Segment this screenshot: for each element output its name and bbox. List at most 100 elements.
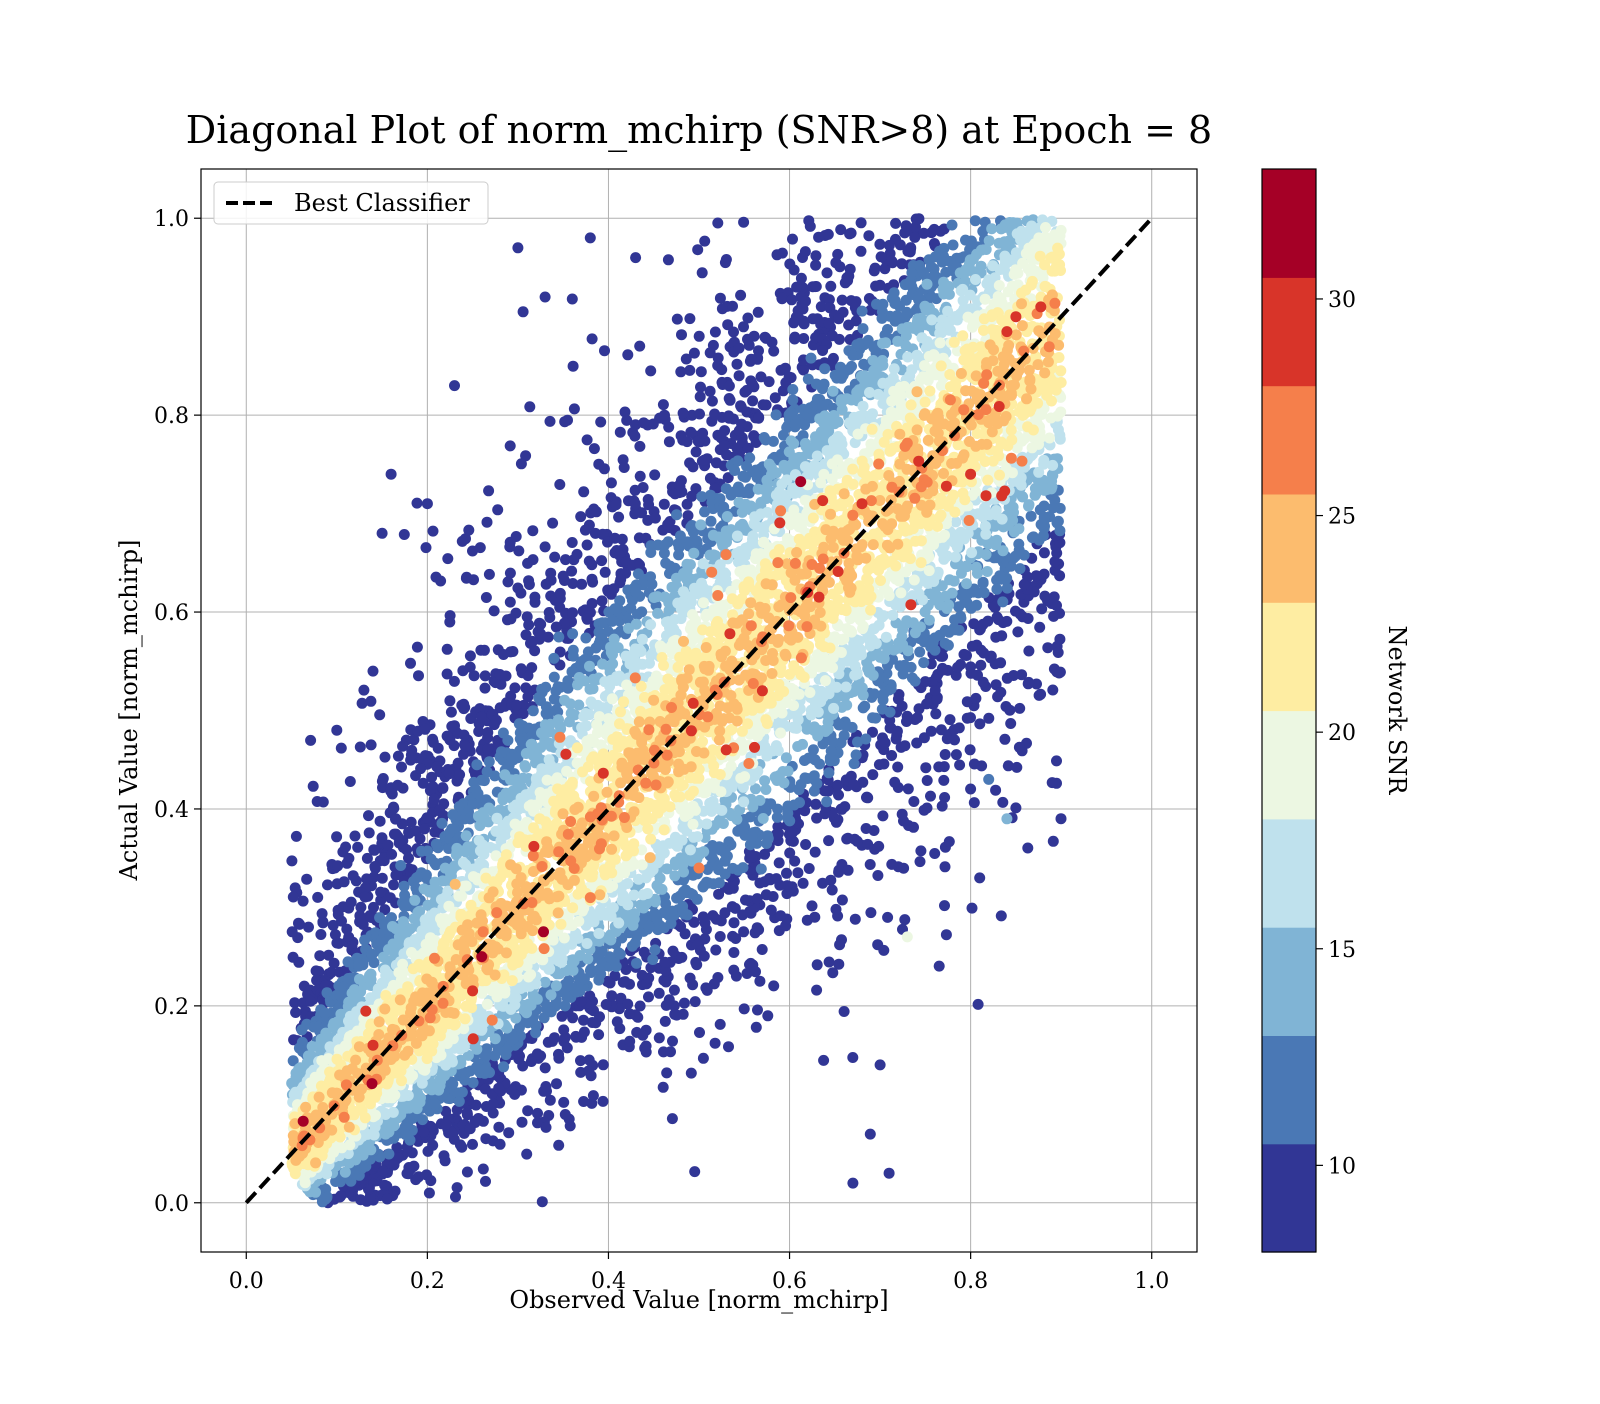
scatter-point: [597, 595, 608, 606]
scatter-point: [771, 409, 782, 420]
scatter-point: [903, 783, 914, 794]
scatter-point: [691, 446, 702, 457]
scatter-point: [857, 777, 868, 788]
scatter-point: [678, 408, 689, 419]
scatter-point: [629, 908, 640, 919]
scatter-point: [835, 224, 846, 235]
scatter-point: [944, 627, 955, 638]
scatter-point: [645, 365, 656, 376]
scatter-point: [671, 1010, 682, 1021]
scatter-point: [970, 693, 981, 704]
scatter-point: [461, 572, 472, 583]
scatter-point: [396, 762, 407, 773]
scatter-point: [318, 797, 329, 808]
scatter-point: [638, 482, 649, 493]
scatter-point: [673, 549, 684, 560]
scatter-point: [362, 853, 373, 864]
scatter-point: [593, 928, 604, 939]
scatter-point: [1056, 813, 1067, 824]
scatter-point: [440, 1155, 451, 1166]
scatter-point: [867, 712, 878, 723]
scatter-point: [467, 1139, 478, 1150]
scatter-point: [762, 1010, 773, 1021]
scatter-point: [982, 566, 993, 577]
scatter-point: [922, 775, 933, 786]
scatter-point: [885, 707, 896, 718]
scatter-point: [504, 541, 515, 552]
scatter-point: [331, 831, 342, 842]
scatter-point: [954, 625, 965, 636]
scatter-point: [961, 561, 972, 572]
scatter-point: [965, 254, 976, 265]
scatter-point: [856, 371, 867, 382]
scatter-point: [388, 879, 399, 890]
scatter-point: [901, 716, 912, 727]
scatter-point: [484, 569, 495, 580]
scatter-point: [675, 366, 686, 377]
scatter-point: [412, 498, 423, 509]
scatter-point: [730, 933, 741, 944]
scatter-point: [403, 1168, 414, 1179]
scatter-point: [701, 819, 712, 830]
scatter-point: [858, 323, 869, 334]
scatter-point: [553, 1049, 564, 1060]
scatter-point: [624, 1036, 635, 1047]
scatter-point: [834, 334, 845, 345]
scatter-point: [305, 996, 316, 1007]
scatter-point: [876, 251, 887, 262]
scatter-point: [810, 847, 821, 858]
scatter-point: [537, 1196, 548, 1207]
scatter-point: [386, 849, 397, 860]
scatter-point: [694, 1027, 705, 1038]
scatter-point: [1004, 705, 1015, 716]
scatter-point: [849, 670, 860, 681]
scatter-point: [867, 769, 878, 780]
scatter-point: [742, 334, 753, 345]
scatter-point: [637, 1030, 648, 1041]
scatter-point: [501, 671, 512, 682]
scatter-point: [889, 777, 900, 788]
scatter-point: [1039, 501, 1050, 512]
scatter-point: [336, 743, 347, 754]
scatter-point: [422, 846, 433, 857]
scatter-point: [688, 461, 699, 472]
scatter-point: [1028, 531, 1039, 542]
scatter-point: [375, 887, 386, 898]
scatter-point: [940, 861, 951, 872]
scatter-point: [747, 395, 758, 406]
scatter-point: [775, 910, 786, 921]
scatter-point: [630, 643, 641, 654]
scatter-point: [1038, 455, 1049, 466]
scatter-point: [691, 959, 702, 970]
scatter-point: [745, 375, 756, 386]
scatter-point: [557, 1011, 568, 1022]
scatter-point: [459, 730, 470, 741]
scatter-point: [308, 781, 319, 792]
scatter-point: [944, 281, 955, 292]
scatter-point: [800, 839, 811, 850]
scatter-point: [517, 1117, 528, 1128]
scatter-point: [540, 682, 551, 693]
scatter-point: [368, 666, 379, 677]
scatter-point: [752, 1005, 763, 1016]
scatter-point: [874, 239, 885, 250]
scatter-point: [974, 718, 985, 729]
scatter-point: [920, 762, 931, 773]
scatter-point: [481, 1043, 492, 1054]
scatter-point: [737, 507, 748, 518]
scatter-point: [838, 370, 849, 381]
scatter-point: [1014, 703, 1025, 714]
scatter-point: [633, 659, 644, 670]
scatter-point: [482, 732, 493, 743]
scatter-point: [910, 676, 921, 687]
scatter-point: [492, 504, 503, 515]
scatter-point: [696, 491, 707, 502]
scatter-point: [739, 387, 750, 398]
scatter-point: [865, 859, 876, 870]
scatter-point: [568, 361, 579, 372]
scatter-point: [671, 509, 682, 520]
scatter-point: [520, 682, 531, 693]
scatter-point: [478, 1164, 489, 1175]
scatter-point: [608, 583, 619, 594]
scatter-point: [1011, 762, 1022, 773]
